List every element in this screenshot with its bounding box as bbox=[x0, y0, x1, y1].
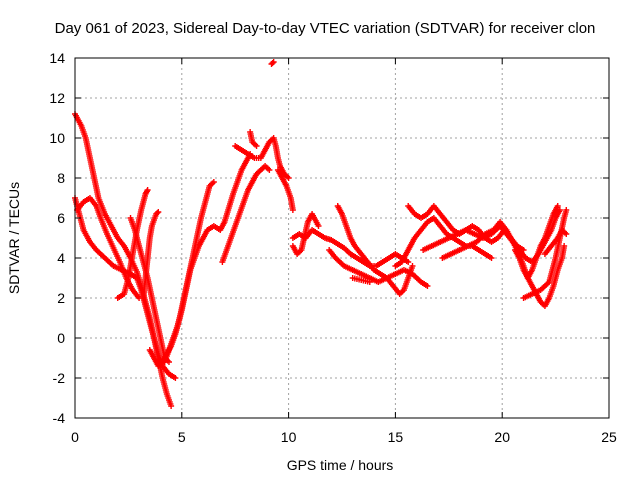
y-tick-label: 0 bbox=[57, 330, 65, 346]
data-point bbox=[155, 209, 162, 215]
y-tick-label: 14 bbox=[49, 50, 65, 66]
data-point bbox=[168, 403, 175, 409]
axis-ticks: 0 5 10 15 20 25 -4 -2 0 2 4 6 8 10 12 14 bbox=[49, 50, 617, 445]
y-tick-label: 2 bbox=[57, 290, 65, 306]
plot-border bbox=[74, 57, 610, 419]
data-point bbox=[409, 263, 416, 269]
data-point bbox=[561, 243, 568, 249]
series-track-f bbox=[140, 209, 162, 301]
data-point bbox=[269, 60, 276, 66]
series-track-l bbox=[268, 59, 277, 67]
data-point bbox=[270, 59, 277, 65]
series-track-r bbox=[349, 275, 373, 285]
data-point bbox=[144, 187, 151, 193]
y-tick-label: 4 bbox=[57, 250, 65, 266]
y-tick-label: 8 bbox=[57, 170, 65, 186]
data-point bbox=[563, 231, 570, 237]
series-track-d bbox=[114, 187, 151, 301]
series-track-i bbox=[219, 163, 273, 265]
series-track-j bbox=[232, 135, 292, 181]
x-tick-label: 10 bbox=[281, 429, 297, 445]
series-track-w bbox=[512, 243, 568, 309]
data-point bbox=[488, 255, 495, 261]
series-track-q bbox=[326, 247, 431, 289]
y-tick-label: -4 bbox=[53, 410, 66, 426]
data-point bbox=[405, 259, 412, 265]
x-tick-label: 20 bbox=[494, 429, 510, 445]
data-point bbox=[366, 279, 373, 285]
x-tick-label: 25 bbox=[601, 429, 617, 445]
data-point bbox=[424, 283, 431, 289]
y-axis-label: SDTVAR / TECUs bbox=[6, 182, 22, 294]
series-track-m bbox=[274, 167, 296, 213]
data-point bbox=[289, 207, 296, 213]
chart-title: Day 061 of 2023, Sidereal Day-to-day VTE… bbox=[55, 20, 596, 37]
x-tick-label: 15 bbox=[388, 429, 404, 445]
x-tick-label: 5 bbox=[178, 429, 186, 445]
y-tick-label: 10 bbox=[49, 130, 65, 146]
series-track-h bbox=[161, 151, 254, 365]
series-track-y bbox=[541, 227, 570, 257]
series-track-b bbox=[72, 195, 175, 409]
series-track-n bbox=[289, 227, 412, 269]
data-point bbox=[253, 143, 260, 149]
x-tick-label: 0 bbox=[71, 429, 79, 445]
data-point bbox=[154, 210, 161, 216]
y-tick-label: 6 bbox=[57, 210, 65, 226]
data-point bbox=[554, 203, 561, 209]
series-track-o bbox=[289, 211, 322, 257]
data-point bbox=[315, 223, 322, 229]
y-tick-label: -2 bbox=[53, 370, 66, 386]
series-track-c bbox=[74, 195, 143, 301]
data-point bbox=[172, 375, 179, 381]
data-point bbox=[266, 167, 273, 173]
y-tick-label: 12 bbox=[49, 90, 65, 106]
data-points bbox=[72, 59, 570, 409]
series-track-k bbox=[247, 129, 260, 149]
series-track-x bbox=[520, 207, 570, 301]
x-axis-label: GPS time / hours bbox=[287, 457, 394, 473]
data-point bbox=[285, 175, 292, 181]
data-point bbox=[210, 179, 217, 185]
data-point bbox=[563, 207, 570, 213]
